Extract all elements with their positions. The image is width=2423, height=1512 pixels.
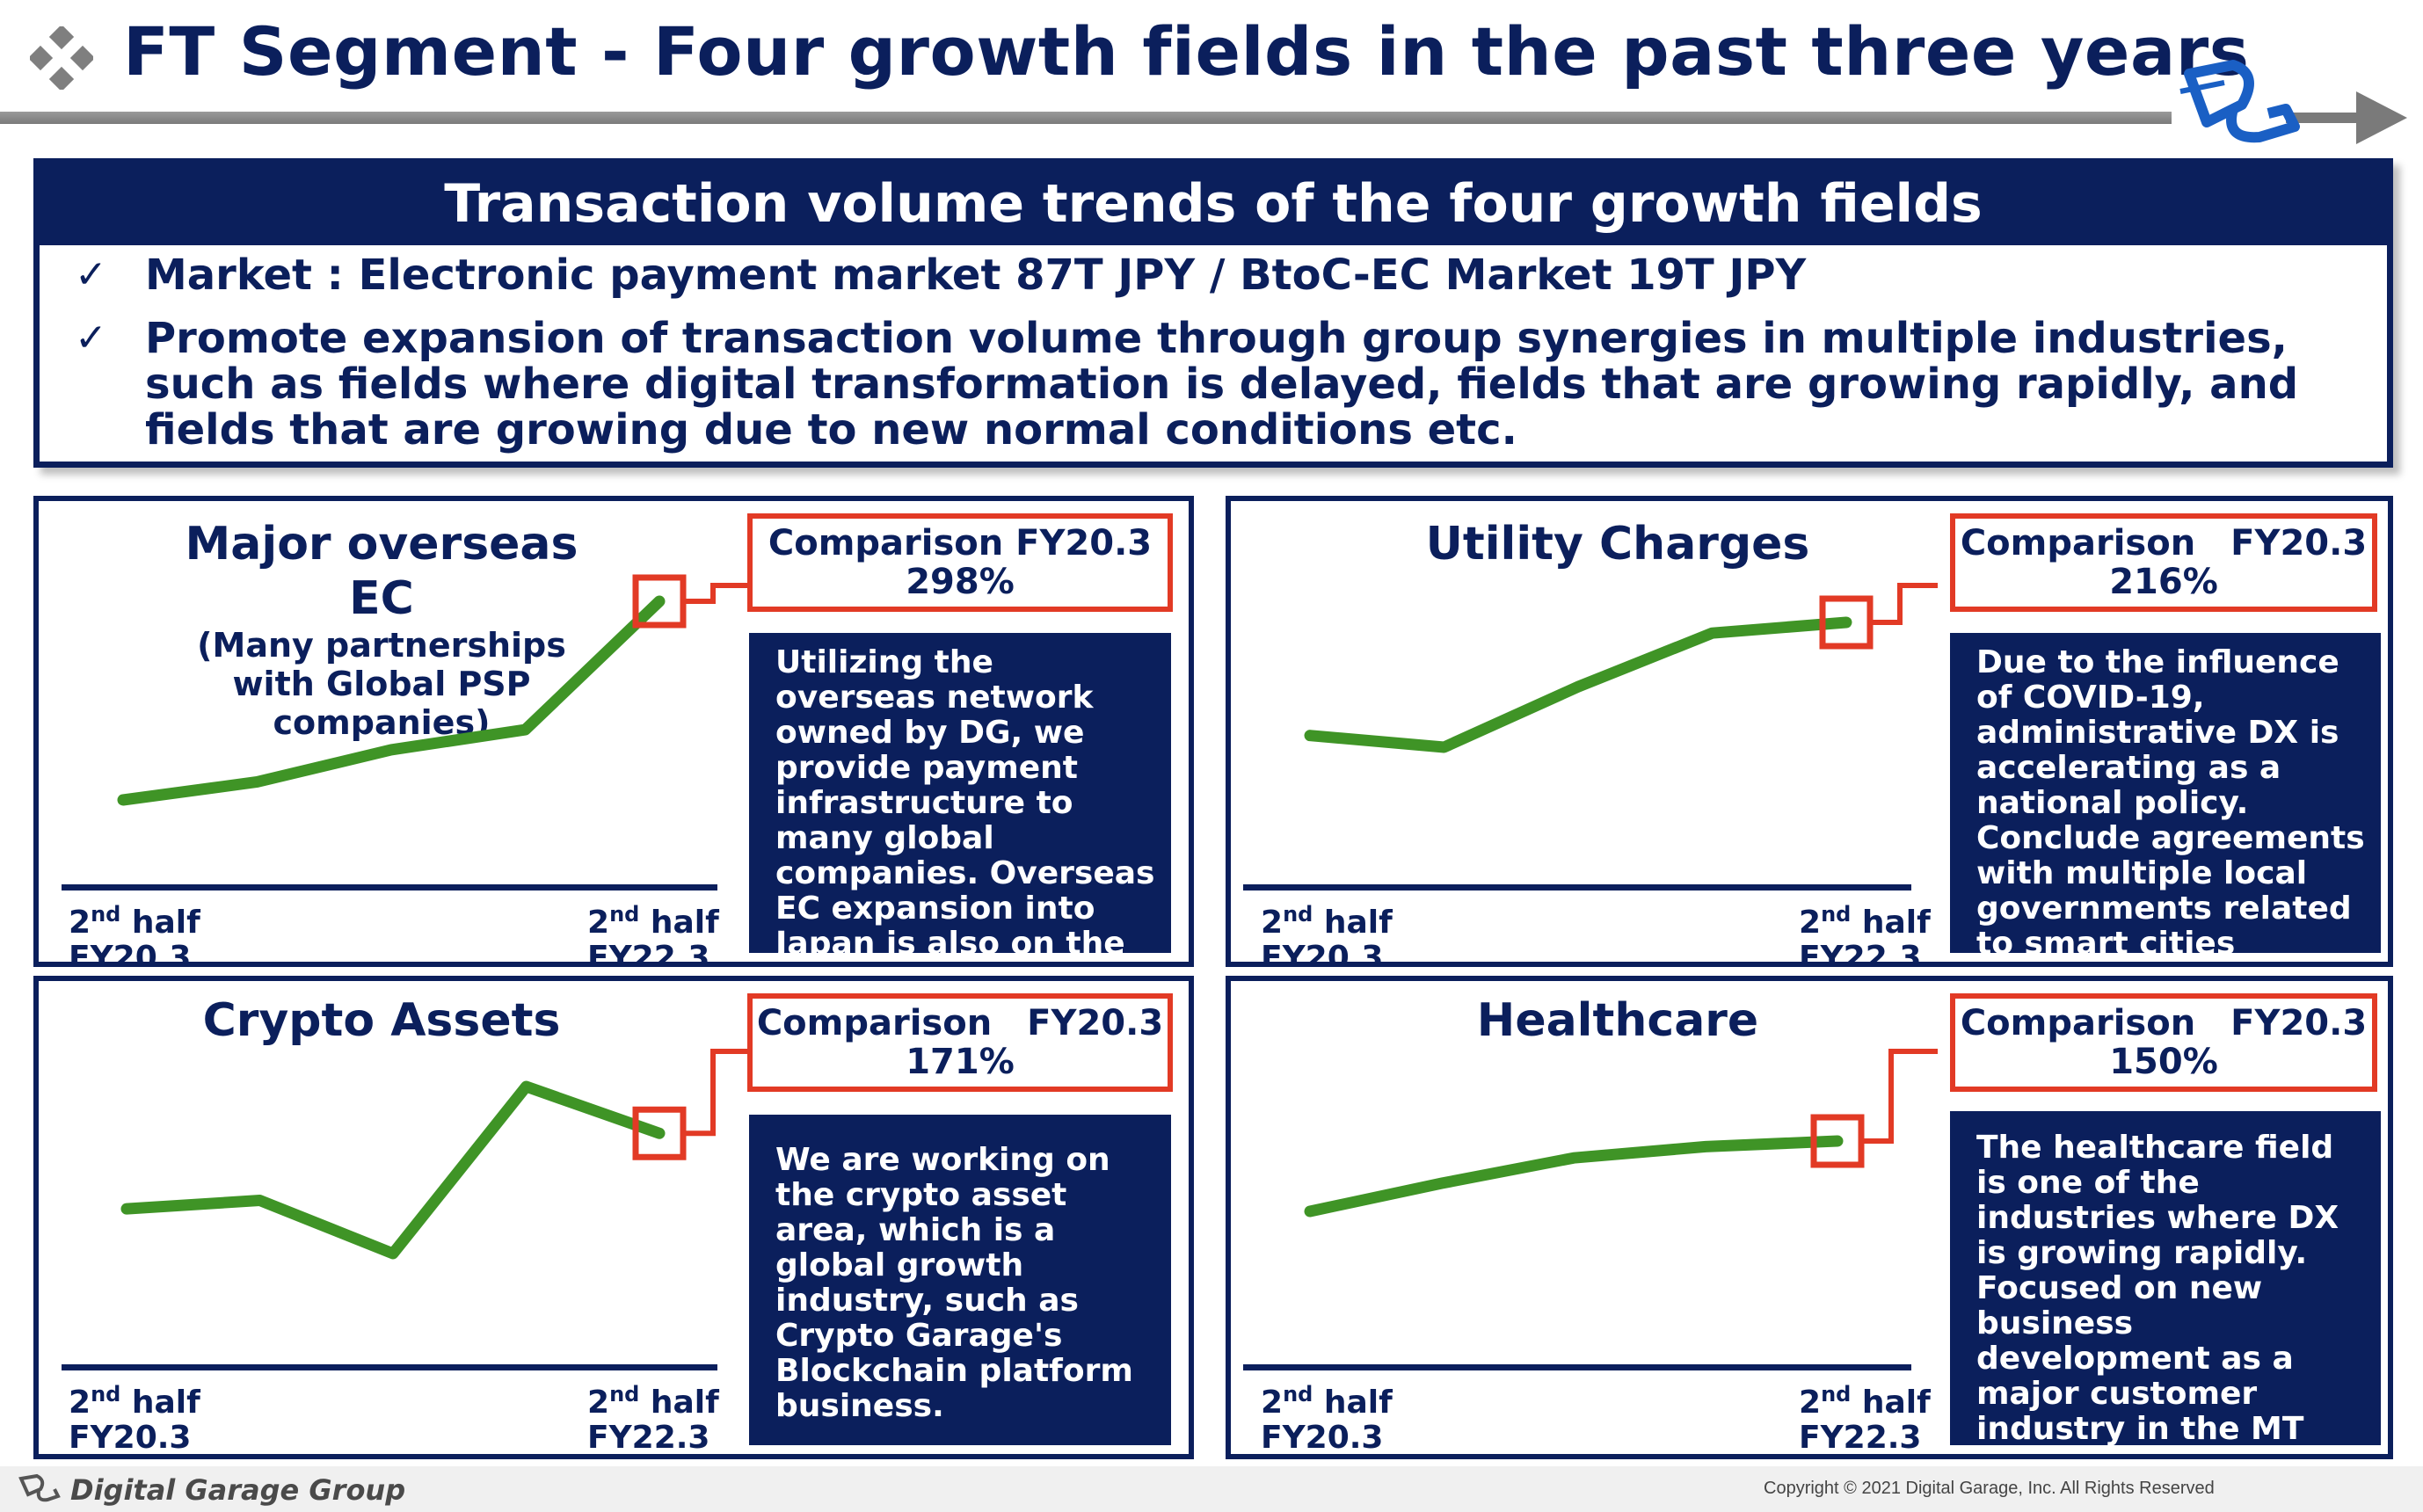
comparison-value: 216% (2109, 562, 2218, 602)
summary-box: Transaction volume trends of the four gr… (33, 158, 2393, 468)
x-axis-line (62, 1364, 717, 1370)
summary-bullet-text: Promote expansion of transaction volume … (145, 314, 2299, 454)
data-point-2 (1577, 686, 1579, 688)
data-point-0 (122, 799, 124, 801)
x-tick-start: 2nd half FY20.3 (69, 1382, 200, 1456)
data-point-0 (1309, 734, 1311, 737)
dg-logo-icon (18, 1473, 61, 1502)
data-point-2 (1573, 1157, 1575, 1159)
data-point-1 (258, 1199, 261, 1202)
summary-list: ✓ Market : Electronic payment market 87T… (40, 245, 2387, 453)
data-point-1 (1441, 1182, 1443, 1184)
x-tick-end: 2nd half FY22.3 (587, 1382, 719, 1456)
data-point-4 (1837, 1140, 1838, 1142)
comparison-value: 171% (906, 1042, 1015, 1082)
series-line (1304, 616, 1852, 753)
data-point-4 (659, 600, 660, 602)
series-line (1304, 1135, 1844, 1218)
line-chart (117, 574, 756, 806)
panel-title-main: Utility Charges (1425, 518, 1810, 571)
panel-title: Healthcare (1407, 993, 1829, 1048)
data-point-4 (659, 1132, 660, 1135)
line-chart (1304, 583, 1938, 753)
description-box: We are working on the crypto asset area,… (749, 1115, 1171, 1445)
series-line (117, 595, 666, 806)
comparison-box: Comparison FY20.3 171% (747, 993, 1173, 1092)
data-point-2 (390, 748, 392, 751)
description-box: Due to the influence of COVID-19, admini… (1950, 633, 2381, 962)
title-rule (0, 112, 2172, 124)
line-chart (120, 1049, 756, 1260)
summary-bullet: ✓ Promote expansion of transaction volum… (75, 316, 2352, 453)
panel-title-main: Major overseas EC (185, 518, 578, 625)
panel-healthcare: Healthcare 2nd half FY20.3 2nd half FY22.3… (1226, 976, 2393, 1459)
comparison-value: 150% (2109, 1042, 2218, 1082)
data-point-0 (126, 1208, 127, 1210)
x-tick-start: 2nd half FY20.3 (1261, 1382, 1393, 1456)
panel-title-main: Crypto Assets (202, 994, 561, 1047)
data-point-3 (525, 1086, 528, 1087)
comparison-box: Comparison FY20.3 298% (747, 513, 1173, 612)
data-point-2 (392, 1253, 394, 1254)
panel-title: Major overseas EC (Many partnerships wit… (171, 517, 593, 742)
copyright: Copyright © 2021 Digital Garage, Inc. Al… (1764, 1479, 2215, 1498)
x-tick-end: 2nd half FY22.3 (1799, 902, 1931, 967)
description-box: Utilizing the overseas network owned by … (749, 633, 1171, 962)
x-axis-line (1243, 1364, 1911, 1370)
arrow-stem (2286, 113, 2365, 123)
check-icon: ✓ (75, 252, 107, 297)
comparison-label: Comparison FY20.3 (756, 1003, 1164, 1043)
comparison-value: 298% (906, 562, 1015, 602)
x-tick-start: 2nd half FY20.3 (69, 902, 200, 967)
footer-bar (0, 1466, 2423, 1512)
data-point-3 (1705, 1145, 1706, 1148)
panel-utility-charges: Utility Charges 2nd half FY20.3 2nd half F… (1226, 496, 2393, 967)
comparison-box: Comparison FY20.3 216% (1950, 513, 2377, 612)
summary-bullet-text: Market : Electronic payment market 87T J… (145, 251, 1807, 300)
panel-major-overseas-ec: Major overseas EC (Many partnerships wit… (33, 496, 1194, 967)
summary-header: Transaction volume trends of the four gr… (40, 164, 2387, 245)
comparison-label: Comparison FY20.3 (1960, 1003, 2368, 1043)
description-box: The healthcare field is one of the indus… (1950, 1111, 2381, 1454)
series-line (120, 1080, 666, 1260)
connector-line (683, 583, 756, 604)
data-point-3 (524, 729, 527, 731)
comparison-label: Comparison FY20.3 (1960, 523, 2368, 563)
panel-title-main: Healthcare (1476, 994, 1759, 1047)
data-point-3 (1711, 632, 1714, 635)
connector-line (1870, 583, 1938, 625)
dg-logo-icon (2179, 60, 2300, 143)
page-title: FT Segment - Four growth fields in the p… (123, 12, 2250, 91)
comparison-label: Comparison FY20.3 (768, 523, 1153, 563)
line-chart (1304, 1049, 1938, 1218)
footer-brand: Digital Garage Group (70, 1473, 406, 1507)
data-point-0 (1309, 1210, 1311, 1212)
x-tick-end: 2nd half FY22.3 (1799, 1382, 1931, 1456)
x-tick-start: 2nd half FY20.3 (1261, 902, 1393, 967)
connector-line (1861, 1049, 1938, 1144)
data-point-4 (1845, 622, 1847, 623)
summary-bullet: ✓ Market : Electronic payment market 87T… (75, 252, 2352, 298)
data-point-1 (1443, 746, 1445, 748)
right-arrow-icon (2356, 91, 2407, 144)
panel-title: Utility Charges (1407, 517, 1829, 571)
panel-title: Crypto Assets (171, 993, 593, 1048)
panel-crypto-assets: Crypto Assets 2nd half FY20.3 2nd half FY2… (33, 976, 1194, 1459)
diamond-cluster-icon (30, 26, 93, 90)
check-icon: ✓ (75, 316, 107, 360)
x-axis-line (1243, 884, 1911, 890)
x-axis-line (62, 884, 717, 890)
comparison-box: Comparison FY20.3 150% (1950, 993, 2377, 1092)
connector-line (683, 1049, 756, 1137)
data-point-1 (256, 781, 258, 783)
